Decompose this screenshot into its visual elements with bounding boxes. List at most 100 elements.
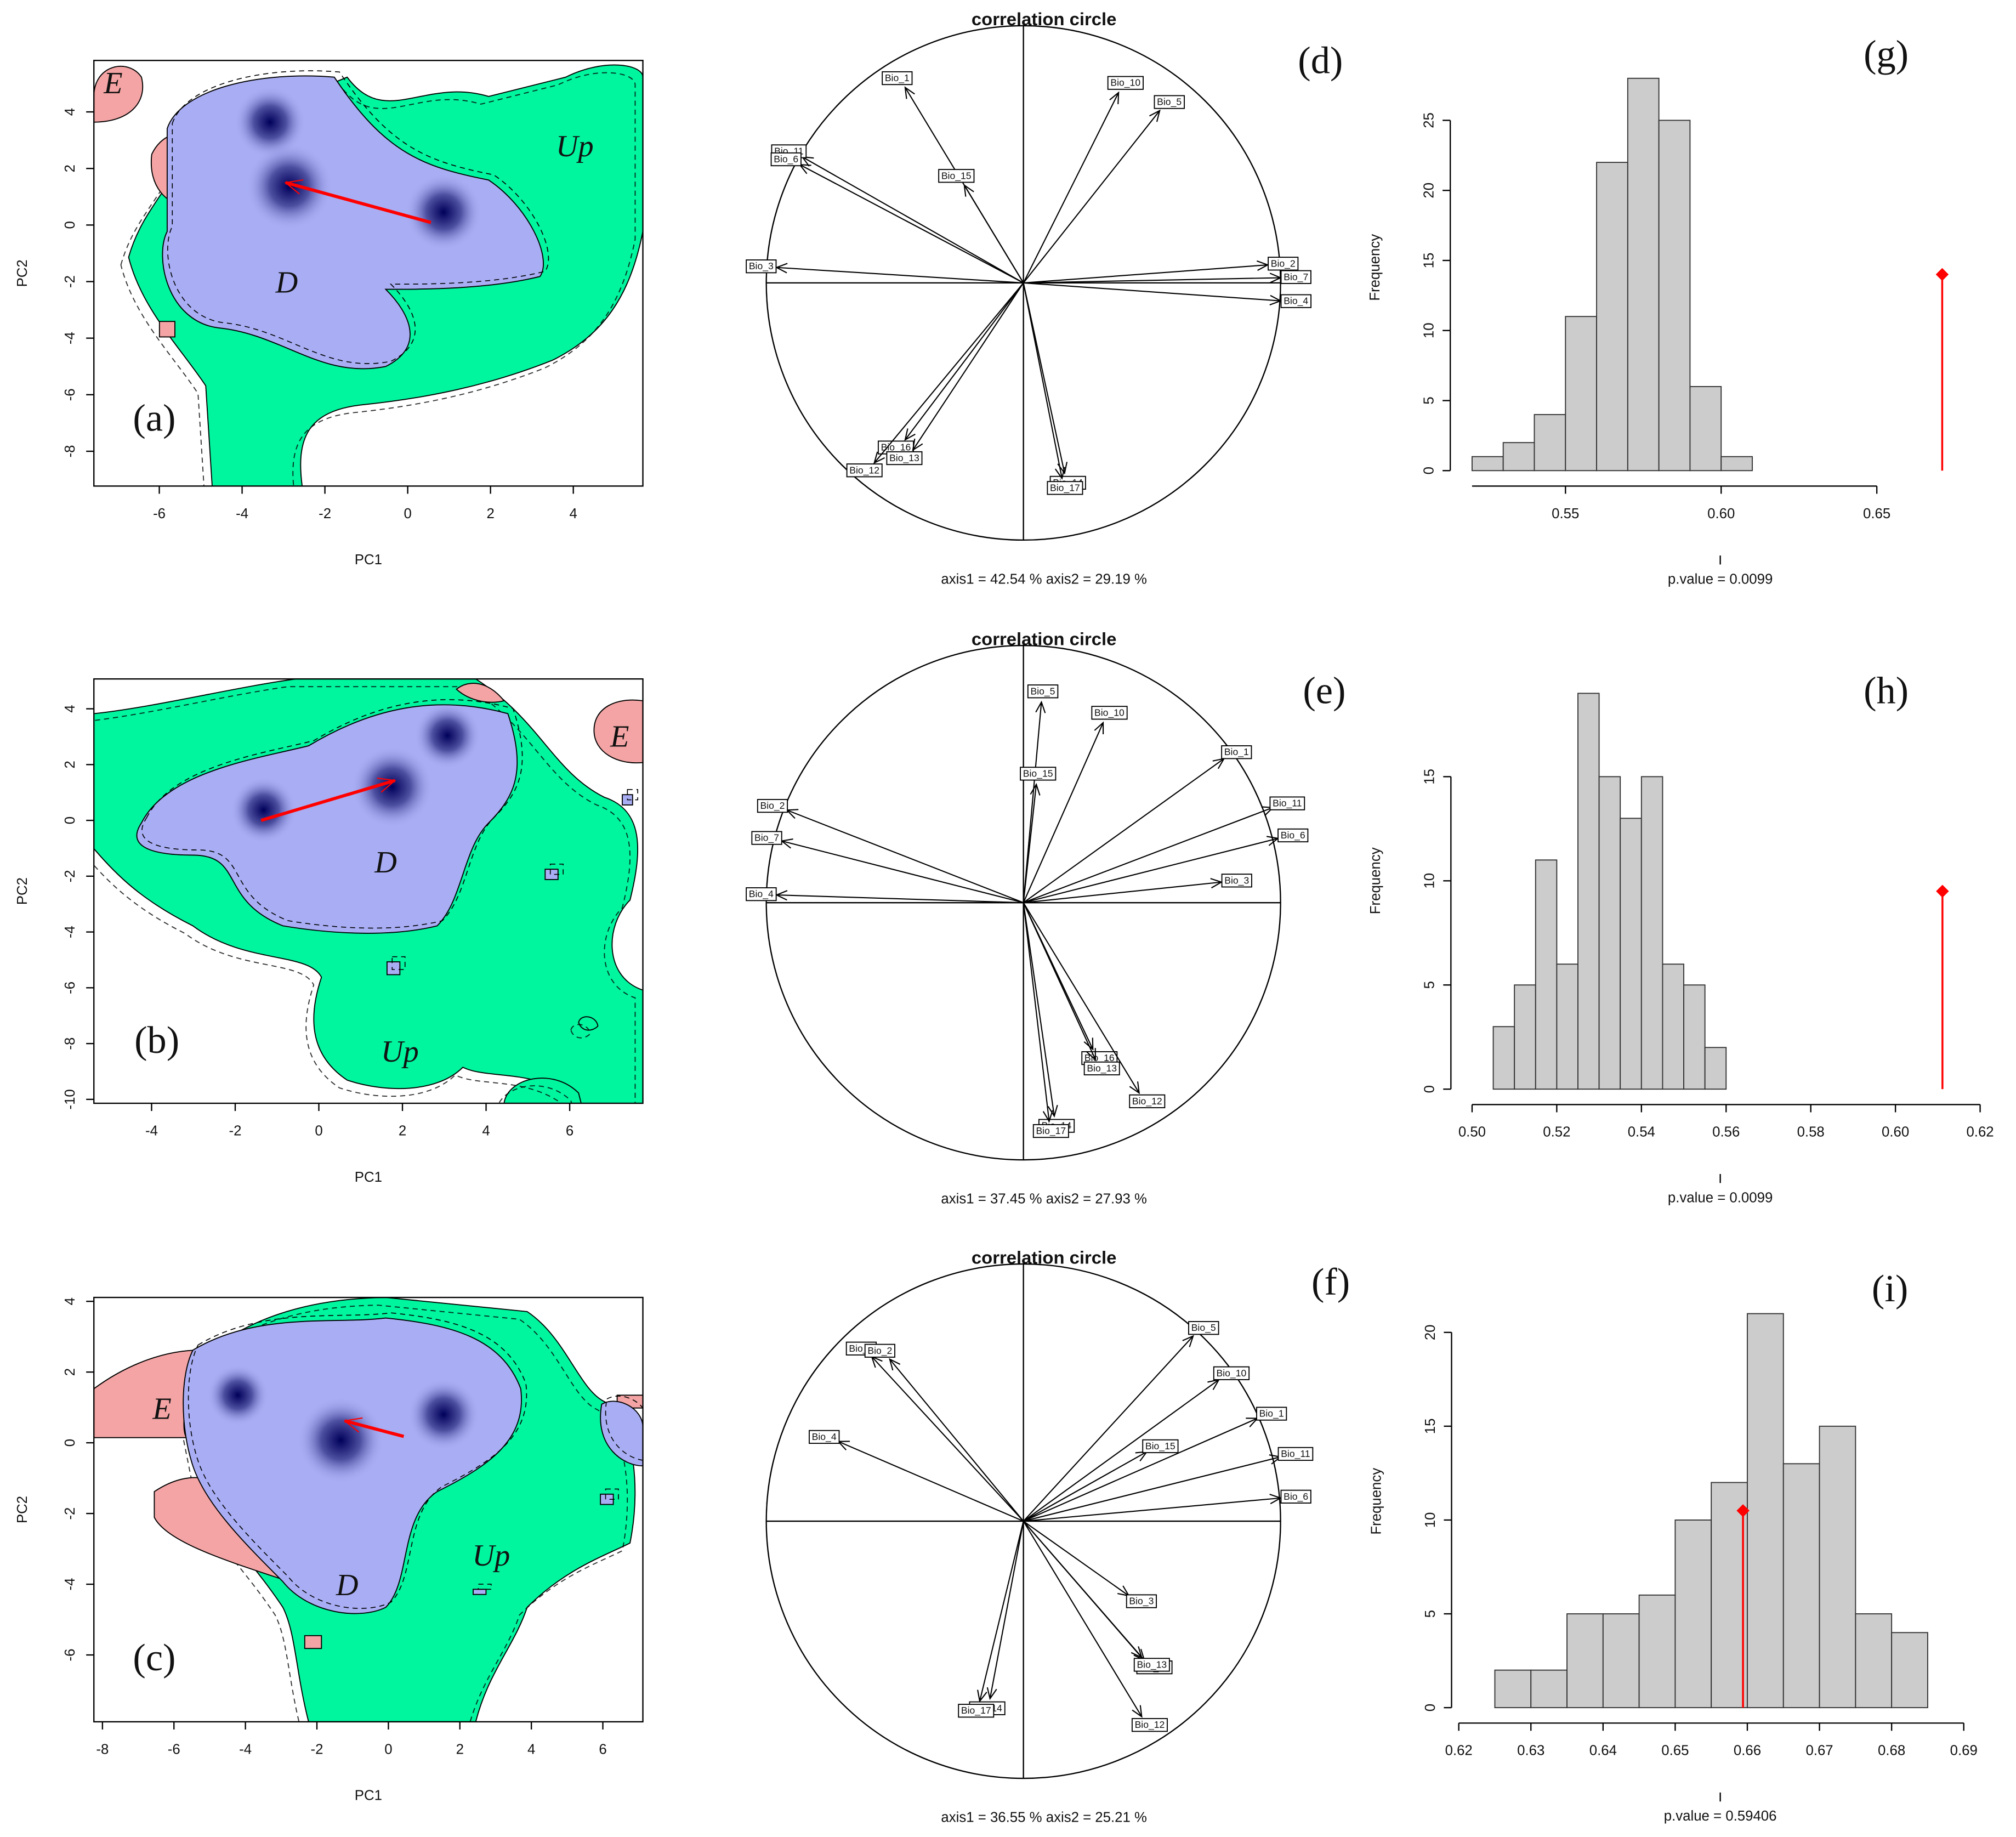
y-tick-label: -6	[63, 388, 78, 401]
x-tick-label: 0.65	[1661, 1743, 1689, 1759]
variable-label-box	[1280, 1489, 1311, 1504]
arrow-head	[1035, 700, 1046, 713]
panel-letter: (h)	[1864, 669, 1909, 712]
loading-arrow	[1023, 784, 1037, 903]
loading-arrow	[1023, 1521, 1143, 1717]
variable-label: Bio_15	[1023, 768, 1053, 779]
histogram-bar	[1689, 386, 1722, 472]
loading-arrow	[1023, 837, 1279, 904]
density-map	[94, 679, 643, 1103]
loading-arrow	[963, 185, 1024, 284]
niche-contour	[94, 686, 636, 1103]
histogram-bar	[1638, 1594, 1676, 1709]
variable-label-box	[1221, 874, 1252, 888]
arrow-head	[904, 86, 915, 99]
variable-label: Bio_13	[1137, 1659, 1167, 1670]
y-axis-label: Frequency	[1368, 847, 1383, 914]
arrow-head	[873, 451, 885, 464]
x-tick-label: -2	[319, 506, 331, 521]
x-tick-label: 6	[599, 1742, 606, 1757]
y-tick-label: 20	[1421, 183, 1436, 199]
loading-arrow	[776, 894, 1024, 904]
niche-area-unfilling	[578, 1016, 599, 1031]
variable-label: Bio_10	[1094, 707, 1125, 718]
variable-label-box	[1126, 1594, 1157, 1608]
niche-contour	[478, 1584, 492, 1590]
variable-label: Bio_16	[1084, 1052, 1115, 1064]
arrow-head	[1149, 109, 1161, 122]
y-tick-label: 5	[1422, 981, 1438, 989]
loading-arrow	[905, 282, 1024, 440]
variable-label: Bio_16	[881, 442, 911, 453]
variable-label-box	[1020, 767, 1057, 781]
x-tick-label: 0.55	[1552, 506, 1579, 521]
chart-title: correlation circle	[972, 9, 1116, 29]
x-tick-label: 0.54	[1628, 1125, 1655, 1140]
loading-arrow	[1023, 1456, 1281, 1522]
variable-label-box	[757, 799, 788, 813]
density-peak	[207, 1364, 269, 1426]
arrow-head	[1094, 721, 1104, 734]
loading-arrow	[989, 1521, 1024, 1699]
histogram-bar	[1534, 414, 1566, 472]
histogram-bar	[1565, 316, 1598, 472]
x-tick-label: 2	[456, 1742, 464, 1757]
variable-label-box	[1142, 1439, 1179, 1454]
loading-arrow	[802, 156, 1024, 284]
x-tick-label: 0	[315, 1123, 322, 1138]
x-tick-label: 2	[399, 1123, 406, 1138]
niche-contour	[549, 863, 564, 875]
y-tick-label: 10	[1421, 322, 1436, 338]
y-axis-label: Frequency	[1367, 234, 1383, 301]
p-value: p.value = 0.0099	[1668, 571, 1773, 587]
density-peak	[234, 86, 306, 158]
niche-contour	[141, 699, 523, 929]
histogram-bar	[1891, 1632, 1928, 1709]
y-axis-label: PC2	[15, 259, 30, 287]
loading-arrow	[873, 282, 1024, 463]
loading-arrow	[1023, 264, 1268, 284]
x-tick-label: 0.66	[1734, 1743, 1761, 1759]
y-tick-label: 0	[63, 817, 78, 824]
variable-label-box	[746, 887, 777, 902]
axis-inertia: axis1 = 37.45 % axis2 = 27.93 %	[941, 1192, 1147, 1207]
x-tick-label: 0.60	[1707, 506, 1735, 521]
observed-marker	[1736, 1504, 1750, 1517]
variable-label-box	[770, 152, 802, 167]
histogram-bar	[1711, 1482, 1748, 1709]
arrow-head	[1129, 1081, 1140, 1095]
histogram-bar	[1747, 1313, 1784, 1709]
variable-label: Bio_1	[1224, 746, 1249, 758]
loading-arrow	[1023, 807, 1273, 904]
x-tick-label: -4	[236, 506, 248, 521]
area-label: E	[610, 719, 629, 753]
variable-label-box	[1268, 257, 1299, 271]
x-axis-label: PC1	[355, 1170, 382, 1185]
loading-arrow	[1023, 110, 1161, 284]
y-tick-label: -8	[63, 445, 78, 457]
p-value: p.value = 0.59406	[1664, 1808, 1777, 1824]
histogram-bar	[1640, 776, 1663, 1090]
variable-label-box	[1107, 76, 1144, 90]
y-tick-label: 5	[1423, 1610, 1438, 1618]
x-tick-label: -4	[239, 1742, 252, 1757]
loading-arrow	[1023, 902, 1140, 1093]
variable-label: Bio_2	[760, 800, 785, 812]
observed-marker	[1936, 885, 1949, 898]
density-peak	[230, 776, 297, 844]
area-label: D	[374, 846, 397, 880]
loading-arrow	[1023, 282, 1063, 479]
variable-label: Bio_1	[885, 72, 910, 84]
variable-label-box	[938, 169, 975, 183]
y-tick-label: 4	[63, 1297, 78, 1305]
x-tick-label: 4	[482, 1123, 490, 1138]
y-tick-label: 0	[1421, 467, 1436, 474]
y-tick-label: 20	[1423, 1324, 1438, 1340]
variable-label-box	[746, 259, 777, 274]
variable-label: Bio_7	[754, 832, 779, 844]
arrow-head	[1109, 91, 1120, 104]
niche-area-stability	[386, 961, 401, 976]
variable-label-box	[882, 71, 913, 86]
y-tick-label: -8	[63, 1037, 78, 1050]
panel-letter: (g)	[1864, 33, 1909, 76]
